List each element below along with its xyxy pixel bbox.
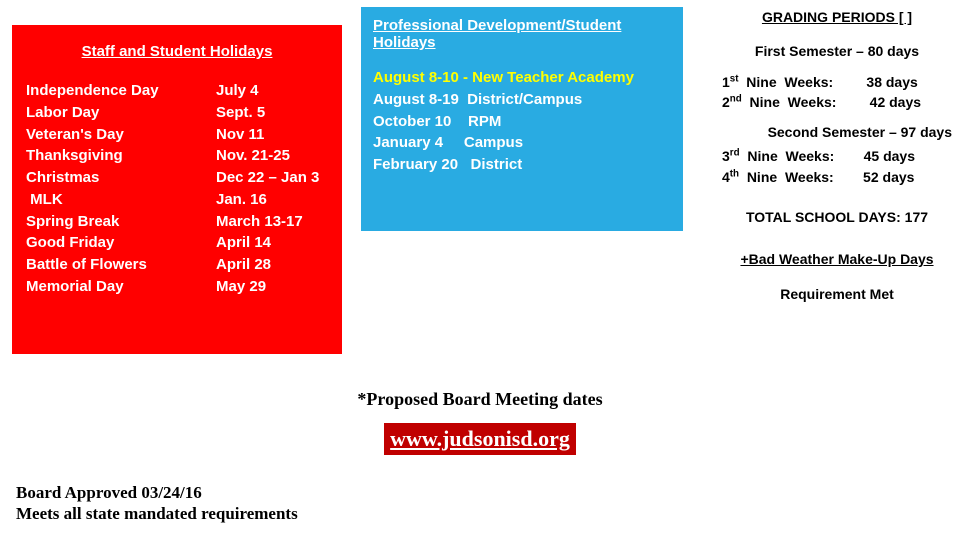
holidays-row-date: May 29 [216, 276, 328, 298]
holidays-row: MLKJan. 16 [26, 189, 328, 211]
grading-row-days: 42 days [842, 92, 952, 112]
holidays-row-date: Nov. 21-25 [216, 145, 328, 167]
holidays-row: ChristmasDec 22 – Jan 3 [26, 167, 328, 189]
page: Staff and Student Holidays Independence … [0, 0, 960, 549]
holidays-row-label: Veteran's Day [26, 124, 216, 146]
board-approved-line: Board Approved 03/24/16 [16, 482, 298, 503]
grading-rows-sem2: 3rd Nine Weeks: 45 days4th Nine Weeks: 5… [722, 146, 952, 187]
holidays-row: ThanksgivingNov. 21-25 [26, 145, 328, 167]
bad-weather-requirement: Requirement Met [722, 284, 952, 304]
holidays-row-date: July 4 [216, 80, 328, 102]
grading-row-label: 4th Nine Weeks: [722, 167, 840, 187]
grading-row: 3rd Nine Weeks: 45 days [722, 146, 952, 166]
holidays-row: Battle of FlowersApril 28 [26, 254, 328, 276]
first-semester-line: First Semester – 80 days [722, 41, 952, 61]
grading-row-label: 2nd Nine Weeks: [722, 92, 842, 112]
grading-rows-sem1: 1st Nine Weeks: 38 days2nd Nine Weeks: 4… [722, 72, 952, 113]
prof-dev-row: February 20 District [373, 154, 671, 176]
holidays-row: Independence DayJuly 4 [26, 80, 328, 102]
holidays-row-date: Jan. 16 [216, 189, 328, 211]
grading-row-ordinal: 2nd [722, 92, 742, 112]
prof-dev-list: August 8-19 District/CampusOctober 10 RP… [373, 89, 671, 176]
holidays-row-label: Spring Break [26, 211, 216, 233]
holidays-row: Memorial DayMay 29 [26, 276, 328, 298]
holidays-row-date: Dec 22 – Jan 3 [216, 167, 328, 189]
grading-row: 1st Nine Weeks: 38 days [722, 72, 952, 92]
board-approved-block: Board Approved 03/24/16 Meets all state … [16, 482, 298, 525]
holidays-list: Independence DayJuly 4Labor DaySept. 5Ve… [26, 80, 328, 298]
holidays-row-label: Labor Day [26, 102, 216, 124]
holidays-row-label: Memorial Day [26, 276, 216, 298]
grading-row-days: 38 days [839, 72, 952, 92]
holidays-row: Veteran's DayNov 11 [26, 124, 328, 146]
grading-row-label: 1st Nine Weeks: [722, 72, 839, 92]
holidays-row-label: MLK [26, 189, 216, 211]
prof-dev-title: Professional Development/Student Holiday… [373, 17, 671, 51]
prof-dev-first-row: August 8-10 - New Teacher Academy [373, 67, 671, 89]
holidays-row-date: April 14 [216, 232, 328, 254]
site-link[interactable]: www.judsonisd.org [384, 423, 576, 455]
grading-row-ordinal: 3rd [722, 146, 740, 166]
grading-row: 4th Nine Weeks: 52 days [722, 167, 952, 187]
holidays-row-label: Thanksgiving [26, 145, 216, 167]
holidays-row-label: Christmas [26, 167, 216, 189]
holidays-row-label: Battle of Flowers [26, 254, 216, 276]
bad-weather-title: +Bad Weather Make-Up Days [722, 249, 952, 269]
site-link-wrap: www.judsonisd.org [0, 423, 960, 455]
holidays-row-date: Sept. 5 [216, 102, 328, 124]
holidays-row-date: March 13-17 [216, 211, 328, 233]
grading-row: 2nd Nine Weeks: 42 days [722, 92, 952, 112]
grading-row-label: 3rd Nine Weeks: [722, 146, 840, 166]
holidays-panel: Staff and Student Holidays Independence … [12, 25, 342, 354]
grading-title: GRADING PERIODS [ ] [722, 7, 952, 27]
holidays-row-date: April 28 [216, 254, 328, 276]
grading-row-ordinal: 4th [722, 167, 739, 187]
holidays-title: Staff and Student Holidays [26, 43, 328, 60]
prof-dev-panel: Professional Development/Student Holiday… [361, 7, 683, 231]
proposed-board-line: *Proposed Board Meeting dates [0, 389, 960, 410]
holidays-row: Good FridayApril 14 [26, 232, 328, 254]
grading-panel: GRADING PERIODS [ ] First Semester – 80 … [722, 7, 952, 304]
prof-dev-row: October 10 RPM [373, 111, 671, 133]
prof-dev-row: January 4 Campus [373, 132, 671, 154]
total-days-line: TOTAL SCHOOL DAYS: 177 [722, 207, 952, 227]
grading-row-days: 52 days [840, 167, 952, 187]
second-semester-line: Second Semester – 97 days [722, 122, 952, 142]
holidays-row-label: Good Friday [26, 232, 216, 254]
holidays-row-label: Independence Day [26, 80, 216, 102]
grading-row-days: 45 days [840, 146, 952, 166]
mandated-line: Meets all state mandated requirements [16, 503, 298, 524]
holidays-row: Spring BreakMarch 13-17 [26, 211, 328, 233]
grading-row-ordinal: 1st [722, 72, 739, 92]
prof-dev-row: August 8-19 District/Campus [373, 89, 671, 111]
holidays-row: Labor DaySept. 5 [26, 102, 328, 124]
holidays-row-date: Nov 11 [216, 124, 328, 146]
